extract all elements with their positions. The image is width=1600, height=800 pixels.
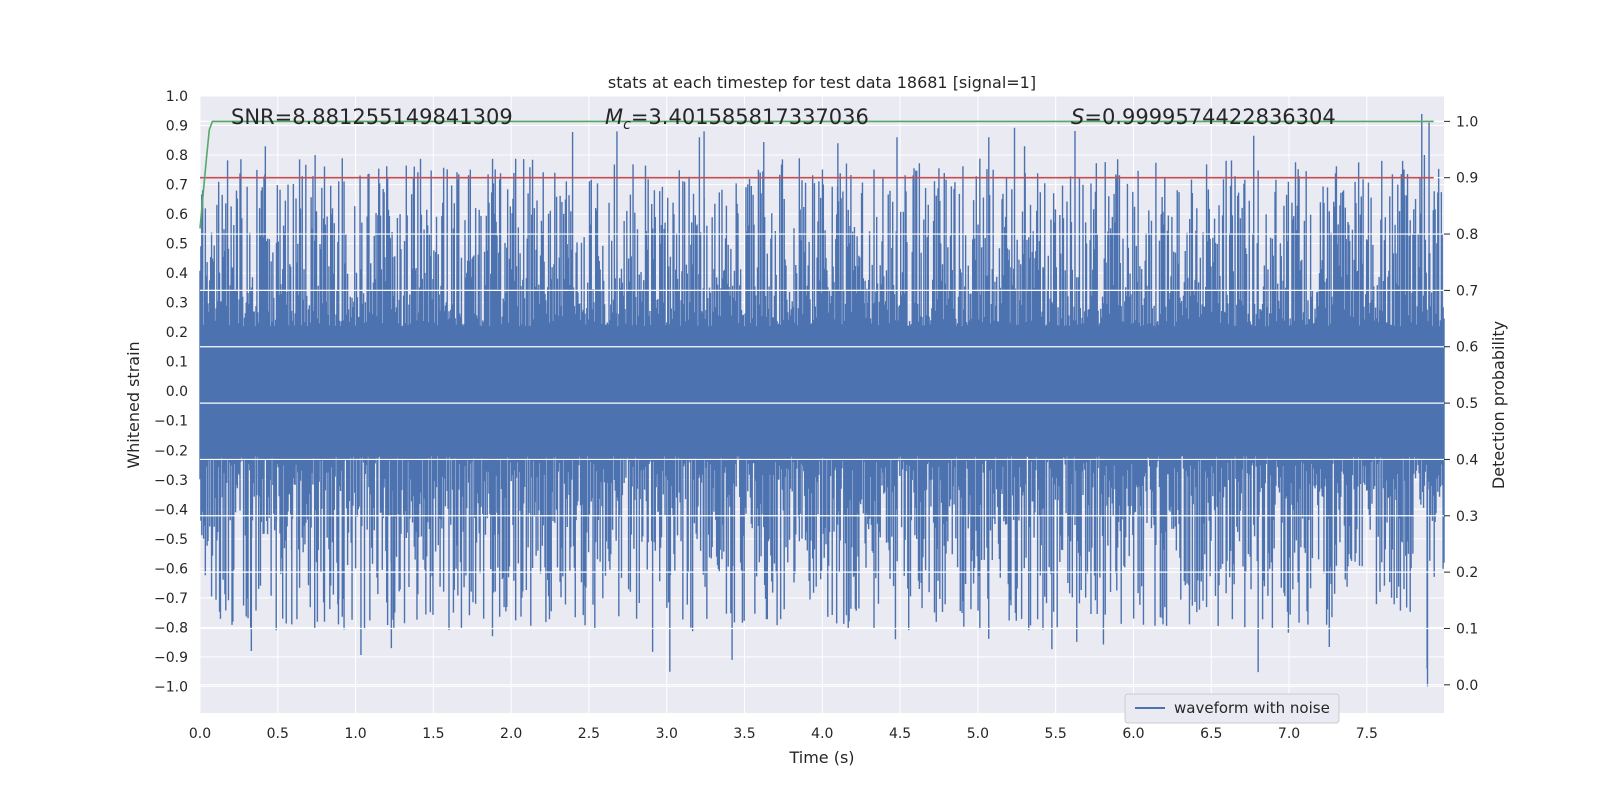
y-tick-label: 0.1	[166, 355, 188, 371]
y2-tick-label: 0.8	[1456, 227, 1478, 243]
x-tick-label: 5.0	[967, 726, 989, 742]
y-tick-label: 0.5	[166, 237, 188, 253]
x-tick-label: 3.5	[733, 726, 755, 742]
detection-probability-line	[199, 120, 1434, 229]
y-tick-label: −0.9	[154, 650, 188, 666]
mc-subscript: c	[623, 117, 631, 133]
x-tick-label: 7.0	[1278, 726, 1300, 742]
snr-annotation: SNR=8.881255149841309	[231, 105, 513, 129]
chart-title: stats at each timestep for test data 186…	[608, 73, 1036, 92]
s-value: =0.9999574422836304	[1084, 105, 1335, 129]
x-tick-label: 1.0	[344, 726, 366, 742]
y2-tick-label: 0.1	[1456, 621, 1478, 637]
x-tick-label: 0.0	[189, 726, 211, 742]
y2-tick-label: 0.6	[1456, 340, 1478, 356]
y-tick-label: −0.1	[154, 414, 188, 430]
y2-tick-label: 0.7	[1456, 283, 1478, 299]
x-tick-label: 5.5	[1045, 726, 1067, 742]
y-tick-label: 0.2	[166, 325, 188, 341]
y-tick-label: 0.0	[166, 384, 188, 400]
x-tick-label: 1.5	[422, 726, 444, 742]
x-tick-label: 0.5	[267, 726, 289, 742]
score-annotation: S=0.9999574422836304	[1071, 105, 1336, 129]
y-tick-label: 0.7	[166, 178, 188, 194]
legend-label: waveform with noise	[1174, 699, 1330, 717]
x-tick-label: 7.5	[1356, 726, 1378, 742]
y2-tick-label: 0.0	[1456, 678, 1478, 694]
x-tick-label: 4.5	[889, 726, 911, 742]
y-tick-label: −1.0	[154, 679, 188, 695]
y2-tick-label: 0.2	[1456, 565, 1478, 581]
y-tick-label: −0.5	[154, 532, 188, 548]
y-axis-ticks: 1.0 0.9 0.8 0.7 0.6 0.5 0.4 0.3 0.2 0.1 0.0 −0.1 −0.…	[154, 89, 188, 695]
x-axis-ticks: 0.0 0.5 1.0 1.5 2.0 2.5 3.0 3.5 4.0 4.5 5.0 5.5 6.0 6…	[189, 726, 1378, 742]
y-tick-label: −0.2	[154, 443, 188, 459]
x-tick-label: 3.0	[656, 726, 678, 742]
y-tick-label: 0.4	[166, 266, 188, 282]
y-tick-label: 0.3	[166, 296, 188, 312]
y-tick-label: 1.0	[166, 89, 188, 105]
y-tick-label: 0.6	[166, 207, 188, 223]
y-tick-label: 0.9	[166, 119, 188, 135]
x-axis-label: Time (s)	[788, 748, 854, 767]
y-tick-label: −0.4	[154, 502, 188, 518]
x-tick-label: 6.0	[1122, 726, 1144, 742]
legend-box	[1124, 693, 1340, 724]
y-tick-label: −0.7	[154, 591, 188, 607]
y2-tick-label: 0.3	[1456, 509, 1478, 525]
y-tick-label: −0.3	[154, 473, 188, 489]
y-tick-label: −0.8	[154, 620, 188, 636]
y2-tick-label: 0.5	[1456, 396, 1478, 412]
y-axis-label: Whitened strain	[124, 341, 143, 468]
chirp-mass-annotation: Mc=3.401585817337036	[605, 105, 869, 133]
waveform-line	[199, 114, 1445, 687]
y2-tick-label: 1.0	[1456, 114, 1478, 130]
mc-value: =3.401585817337036	[631, 105, 869, 129]
waveform-series	[199, 114, 1445, 687]
x-tick-label: 4.0	[811, 726, 833, 742]
legend: waveform with noise	[1124, 693, 1340, 724]
y2-axis-ticks: 1.0 0.9 0.8 0.7 0.6 0.5 0.4 0.3 0.2 0.1 0.0	[1444, 114, 1478, 694]
x-tick-label: 6.5	[1200, 726, 1222, 742]
x-tick-label: 2.5	[578, 726, 600, 742]
s-symbol: S	[1071, 105, 1084, 129]
x-tick-label: 2.0	[500, 726, 522, 742]
y2-tick-label: 0.4	[1456, 452, 1478, 468]
mc-symbol: M	[605, 105, 623, 129]
probability-series	[199, 120, 1444, 686]
y2-axis-label: Detection probability	[1489, 321, 1508, 489]
y-tick-label: 0.8	[166, 148, 188, 164]
y2-tick-label: 0.9	[1456, 171, 1478, 187]
y-tick-label: −0.6	[154, 561, 188, 577]
